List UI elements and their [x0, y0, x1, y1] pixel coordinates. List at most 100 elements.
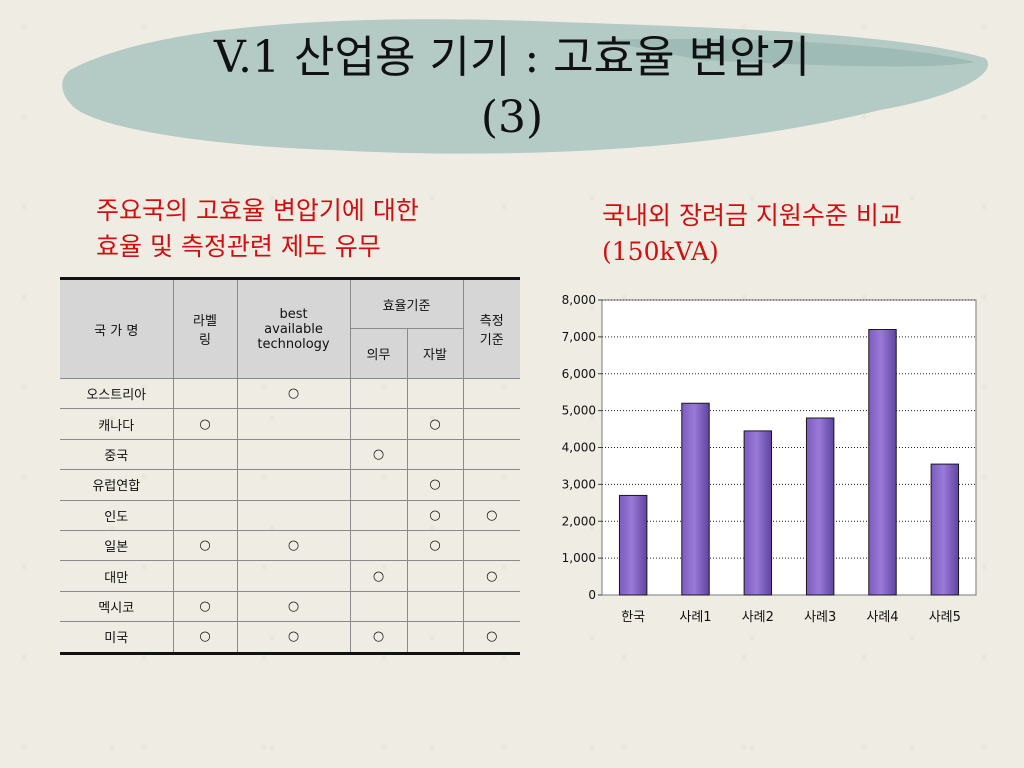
cell-voluntary — [406, 438, 464, 471]
cell-bat — [236, 438, 351, 471]
cell-voluntary: ○ — [406, 469, 464, 501]
cell-mandatory — [349, 499, 408, 531]
y-tick-label: 7,000 — [562, 330, 596, 344]
cell-voluntary — [406, 560, 464, 592]
title-line-2: (3) — [480, 92, 544, 143]
bar — [868, 329, 897, 596]
y-tick-label: 3,000 — [562, 477, 596, 491]
cell-country: 일본 — [60, 529, 174, 562]
cell-measure: ○ — [462, 499, 520, 531]
cell-bat: ○ — [236, 621, 351, 654]
cell-measure — [462, 438, 520, 471]
cell-voluntary: ○ — [406, 499, 464, 531]
bar — [618, 494, 648, 596]
cell-label — [172, 560, 238, 592]
y-tick-label: 6,000 — [562, 367, 596, 381]
brush-stroke-decoration — [62, 19, 989, 154]
cell-bat: ○ — [236, 377, 351, 410]
cell-country: 멕시코 — [60, 590, 174, 623]
y-tick-label: 2,000 — [562, 514, 596, 528]
y-tick-label: 4,000 — [562, 441, 596, 455]
cell-mandatory: ○ — [349, 621, 408, 654]
cell-mandatory: ○ — [349, 560, 408, 592]
cell-country: 미국 — [60, 621, 174, 654]
cell-voluntary — [406, 621, 464, 654]
table-row: 유럽연합 ○ — [60, 469, 520, 501]
cell-measure — [462, 469, 520, 501]
y-tick-label: 0 — [588, 588, 596, 602]
incentive-bar-chart: 0 1,000 2,000 3,000 4,000 5,000 6,000 7,000 8,00… — [562, 293, 977, 625]
x-tick-label: 사례1 — [679, 610, 711, 625]
table-heading-line-2: 효율 및 측정관련 제도 유무 — [96, 232, 381, 261]
cell-measure — [462, 408, 520, 440]
title-line-1: V.1 산업용 기기 : 고효율 변압기 — [213, 32, 811, 83]
bar — [681, 402, 710, 596]
header-bat: best available technology — [236, 278, 351, 379]
cell-voluntary: ○ — [406, 408, 464, 440]
x-tick-label: 사례5 — [929, 610, 961, 625]
chart-heading-line-2: (150kVA) — [602, 237, 719, 266]
cell-measure: ○ — [462, 560, 520, 592]
cell-measure: ○ — [462, 621, 520, 654]
cell-label: ○ — [172, 529, 238, 562]
cell-measure — [462, 529, 520, 562]
table-row: 오스트리아 ○ — [60, 377, 520, 410]
header-mandatory: 의무 — [350, 328, 408, 379]
cell-country: 중국 — [60, 438, 174, 471]
table-heading-line-1: 주요국의 고효율 변압기에 대한 — [96, 196, 419, 225]
cell-voluntary — [406, 590, 464, 623]
cell-label — [172, 469, 238, 501]
cell-mandatory — [349, 529, 408, 562]
cell-label — [172, 377, 238, 410]
y-tick-label: 1,000 — [562, 551, 596, 565]
cell-country: 인도 — [60, 499, 174, 531]
header-voluntary: 자발 — [406, 328, 463, 379]
cell-mandatory — [349, 590, 408, 623]
header-measurement-standard: 측정 기준 — [462, 278, 520, 379]
table-row: 대만 ○ ○ — [60, 560, 520, 592]
cell-mandatory: ○ — [349, 438, 408, 471]
table-heading: 주요국의 고효율 변압기에 대한 효율 및 측정관련 제도 유무 — [96, 193, 419, 265]
cell-voluntary: ○ — [406, 529, 464, 562]
x-tick-label: 사례2 — [742, 610, 774, 625]
cell-bat: ○ — [236, 529, 351, 562]
cell-bat — [236, 469, 351, 501]
cell-label: ○ — [172, 621, 238, 654]
header-efficiency-standard: 효율기준 — [349, 278, 464, 329]
cell-country: 유럽연합 — [60, 469, 174, 501]
cell-country: 대만 — [60, 560, 174, 592]
x-tick-label: 한국 — [621, 610, 645, 625]
cell-voluntary — [406, 377, 464, 410]
bar — [930, 463, 960, 596]
chart-heading-line-1: 국내외 장려금 지원수준 비교 — [602, 201, 902, 230]
cell-measure — [462, 590, 520, 623]
x-tick-label: 사례3 — [804, 610, 836, 625]
table-row: 일본 ○ ○ ○ — [60, 529, 520, 562]
chart-heading: 국내외 장려금 지원수준 비교 (150kVA) — [602, 198, 902, 270]
cell-bat — [236, 408, 351, 440]
cell-label: ○ — [172, 590, 238, 623]
cell-bat — [236, 499, 351, 531]
bar — [743, 430, 773, 596]
cell-label — [172, 499, 238, 531]
cell-bat: ○ — [236, 590, 351, 623]
cell-mandatory — [349, 408, 408, 440]
cell-label: ○ — [172, 408, 238, 440]
table-row: 멕시코 ○ ○ — [60, 590, 520, 623]
cell-mandatory — [349, 377, 408, 410]
table-row: 미국 ○ ○ ○ ○ — [60, 621, 520, 654]
header-country: 국 가 명 — [60, 278, 174, 379]
cell-bat — [236, 560, 351, 592]
table-row: 인도 ○ ○ — [60, 499, 520, 531]
x-tick-label: 사례4 — [866, 610, 898, 625]
bar — [805, 417, 835, 596]
cell-label — [172, 438, 238, 471]
table-body: 오스트리아 ○ 캐나다 ○ ○ 중국 ○ 유럽연합 ○ 인도 ○ ○ 일본 ○ ○ ○ 대만 ○ ○ 멕시코 ○ ○ 미국 ○… — [60, 377, 520, 654]
table-row: 캐나다 ○ ○ — [60, 408, 520, 440]
y-tick-label: 8,000 — [562, 293, 596, 307]
y-tick-label: 5,000 — [562, 404, 596, 418]
cell-mandatory — [349, 469, 408, 501]
cell-country: 캐나다 — [60, 408, 174, 440]
policy-table: 국 가 명 라벨 링 best available technology 효율기… — [60, 277, 520, 655]
cell-measure — [462, 377, 520, 410]
